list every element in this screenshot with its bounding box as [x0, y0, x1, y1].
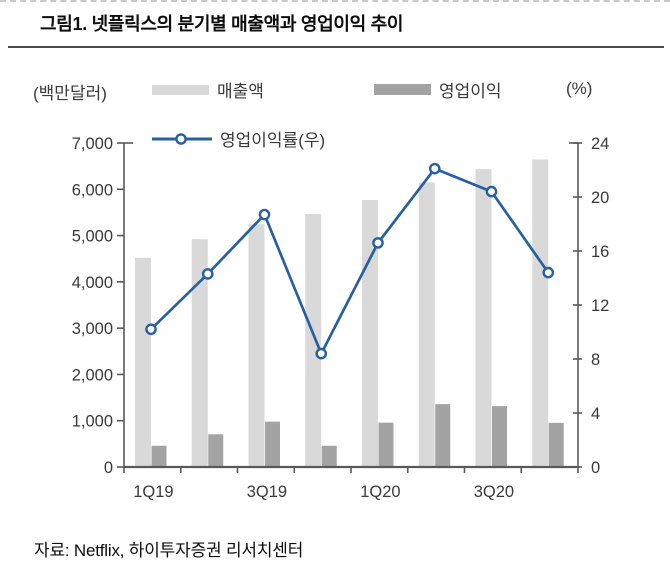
revenue-bar-3Q19	[248, 224, 265, 467]
revenue-bar-4Q20	[532, 159, 549, 467]
left-axis-unit-label: (백만달러)	[33, 84, 107, 103]
x-axis-label-1Q19: 1Q19	[133, 483, 173, 501]
right-axis-tick-label: 24	[591, 135, 609, 153]
operating-profit-swatch-icon	[374, 84, 431, 95]
top-dashed-border	[0, 0, 670, 2]
title-divider	[8, 46, 664, 48]
operating-margin-marker-3Q20	[485, 185, 498, 198]
chart-canvas: 0 1,000 2,000 3,000 4,000 5,000 6,000 7,000 0 4 8 1…	[72, 135, 610, 501]
operating-margin-marker-2Q20	[428, 162, 441, 175]
x-axis-label-3Q20: 3Q20	[474, 483, 514, 501]
revenue-bar-1Q19	[135, 257, 151, 467]
legend-operating-profit-label: 영업이익	[439, 82, 502, 101]
op-bar-2Q20	[435, 404, 451, 467]
operating-margin-marker-1Q20	[372, 237, 384, 249]
operating-margin-marker-3Q19	[258, 208, 271, 221]
op-bar-3Q19	[265, 421, 280, 467]
op-bar-1Q20	[378, 422, 394, 467]
legend-item-operating-margin: 영업이익률(우)	[152, 126, 325, 151]
right-axis-tick-label: 12	[591, 297, 609, 315]
revenue-bar-3Q20	[475, 169, 492, 467]
revenue-swatch-icon	[152, 84, 209, 95]
operating-margin-marker-4Q20	[542, 266, 555, 279]
left-axis-tick-label: 4,000	[72, 274, 113, 292]
left-axis-tick-label: 5,000	[72, 228, 113, 246]
right-axis-unit-label: (%)	[566, 79, 593, 98]
operating-margin-marker-1Q19	[145, 323, 157, 336]
left-axis-tick-label: 3,000	[72, 320, 113, 338]
operating-margin-marker-4Q19	[315, 347, 328, 360]
operating-margin-line	[150, 167, 550, 355]
right-axis-tick-label: 4	[591, 405, 600, 423]
revenue-bar-4Q19	[305, 213, 322, 467]
operating-margin-line-marker-icon	[152, 131, 212, 147]
left-axis-tick-label: 1,000	[72, 413, 113, 431]
legend-operating-margin-label: 영업이익률(우)	[220, 131, 326, 150]
left-axis-tick-label: 0	[104, 459, 113, 477]
figure-title: 그림1. 넷플릭스의 분기별 매출액과 영업이익 추이	[40, 14, 404, 34]
right-axis-tick-label: 20	[591, 189, 609, 207]
x-axis-label-1Q20: 1Q20	[360, 483, 400, 501]
revenue-bar-2Q20	[418, 182, 435, 467]
operating-margin-marker-2Q19	[201, 268, 214, 280]
op-bar-2Q19	[208, 434, 224, 467]
legend-item-operating-profit: 영업이익	[374, 77, 502, 102]
source-note: 자료: Netflix, 하이투자증권 리서치센터	[34, 541, 304, 560]
op-bar-4Q19	[321, 445, 337, 467]
chart-area: 0 1,000 2,000 3,000 4,000 5,000 6,000 7,000 0 4 8 1…	[0, 130, 670, 520]
legend-item-revenue: 매출액	[152, 77, 264, 102]
left-axis-tick-label: 2,000	[72, 366, 113, 384]
op-bar-1Q19	[151, 445, 167, 467]
right-axis-tick-label: 16	[591, 243, 609, 261]
right-axis-tick-label: 0	[591, 459, 600, 477]
left-axis-tick-label: 7,000	[72, 135, 113, 153]
left-axis-tick-label: 6,000	[72, 181, 113, 199]
legend-revenue-label: 매출액	[217, 82, 264, 101]
op-bar-3Q20	[492, 406, 507, 467]
x-axis-label-3Q19: 3Q19	[247, 483, 287, 501]
legend: (백만달러) 매출액 영업이익 (%) 영업이익률(우)	[0, 0, 670, 160]
op-bar-4Q20	[548, 422, 564, 467]
revenue-bar-2Q19	[191, 239, 208, 467]
right-axis-tick-label: 8	[591, 351, 600, 369]
